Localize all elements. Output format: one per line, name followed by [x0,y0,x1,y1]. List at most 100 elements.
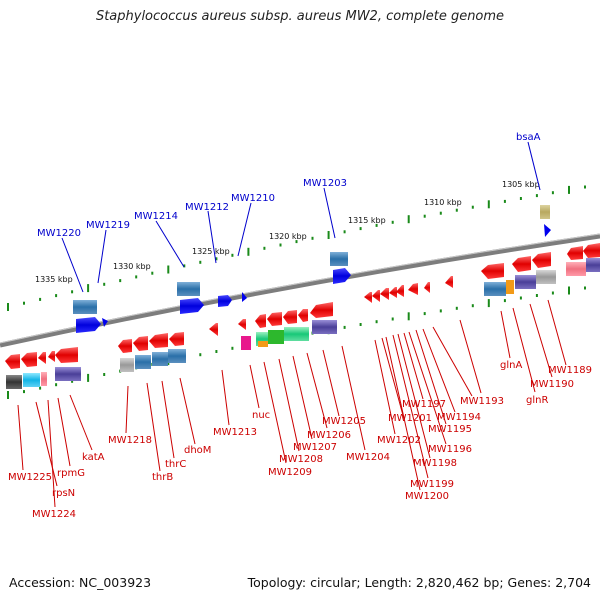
feature-box[interactable] [330,252,348,266]
reverse-gene-arrow[interactable] [298,309,308,322]
reverse-gene-arrow[interactable] [38,352,46,364]
leader-line [500,310,511,359]
reverse-gene-arrow[interactable] [512,256,531,272]
gene-label[interactable]: MW1193 [460,396,504,407]
reverse-gene-arrow[interactable] [169,332,184,346]
gene-label[interactable]: MW1205 [322,416,366,427]
gene-label[interactable]: MW1212 [185,202,229,213]
feature-box[interactable] [120,358,134,372]
feature-box[interactable] [168,349,186,363]
feature-box[interactable] [268,330,284,344]
gene-label[interactable]: MW1225 [8,472,52,483]
gene-label[interactable]: MW1206 [307,430,351,441]
gene-label[interactable]: MW1207 [293,442,337,453]
feature-box[interactable] [540,205,550,219]
reverse-gene-arrow[interactable] [424,282,430,293]
forward-gene-arrow[interactable] [76,317,101,333]
gene-label[interactable]: MW1204 [346,452,390,463]
forward-gene-arrow[interactable] [242,292,247,302]
gene-label[interactable]: MW1213 [213,427,257,438]
reverse-gene-arrow[interactable] [55,347,78,363]
feature-box[interactable] [152,352,168,366]
feature-box[interactable] [258,341,268,347]
gene-label[interactable]: MW1220 [37,228,81,239]
reverse-gene-arrow[interactable] [5,354,20,369]
gene-label[interactable]: rpsN [52,488,75,499]
feature-box[interactable] [177,282,200,296]
feature-box[interactable] [536,270,556,284]
reverse-gene-arrow[interactable] [380,288,389,300]
feature-box[interactable] [135,355,151,369]
feature-box[interactable] [41,372,47,386]
feature-box[interactable] [284,327,309,341]
gene-label[interactable]: glnR [526,395,548,406]
leader-line [125,385,129,434]
reverse-gene-arrow[interactable] [481,263,504,279]
forward-gene-arrow[interactable] [218,295,232,307]
feature-box[interactable] [312,320,337,334]
gene-label[interactable]: MW1224 [32,509,76,520]
feature-box[interactable] [506,280,514,294]
gene-label[interactable]: MW1197 [402,399,446,410]
gene-label[interactable]: thrC [165,459,186,470]
gene-label[interactable]: MW1209 [268,467,312,478]
feature-box[interactable] [6,375,22,389]
reverse-gene-arrow[interactable] [209,323,218,336]
reverse-gene-arrow[interactable] [255,314,266,328]
reverse-gene-arrow[interactable] [310,302,333,318]
reverse-gene-arrow[interactable] [283,310,297,324]
gene-label[interactable]: bsaA [516,132,541,143]
gene-label[interactable]: MW1218 [108,435,152,446]
reverse-gene-arrow[interactable] [567,246,583,260]
reverse-gene-arrow[interactable] [532,252,551,268]
reverse-gene-arrow[interactable] [364,292,372,303]
gene-label[interactable]: rpmG [57,468,85,479]
gene-label[interactable]: MW1201 [388,413,432,424]
gene-label[interactable]: katA [82,452,105,463]
gene-label[interactable]: thrB [152,472,173,483]
reverse-gene-arrow[interactable] [267,312,282,326]
reverse-gene-arrow[interactable] [21,352,37,367]
reverse-gene-arrow[interactable] [48,351,55,362]
gene-label[interactable]: MW1194 [437,412,481,423]
gene-label[interactable]: dhoM [184,445,211,456]
reverse-gene-arrow[interactable] [133,336,148,351]
forward-gene-arrow[interactable] [102,318,108,327]
gene-label[interactable]: MW1196 [428,444,472,455]
gene-label[interactable]: MW1200 [405,491,449,502]
feature-box[interactable] [241,336,251,350]
gene-label[interactable]: MW1198 [413,458,457,469]
reverse-gene-arrow[interactable] [238,319,246,330]
gene-label[interactable]: MW1210 [231,193,275,204]
reverse-gene-arrow[interactable] [149,333,168,348]
gene-label[interactable]: glnA [500,360,522,371]
reverse-gene-arrow[interactable] [583,243,600,258]
forward-gene-arrow[interactable] [333,268,351,284]
feature-box[interactable] [484,282,506,296]
reverse-gene-arrow[interactable] [372,290,380,302]
gene-label[interactable]: MW1203 [303,178,347,189]
reverse-gene-arrow[interactable] [118,339,132,353]
feature-box[interactable] [55,367,81,381]
gene-label[interactable]: nuc [252,410,270,421]
forward-gene-arrow[interactable] [180,298,204,314]
feature-box[interactable] [566,262,586,276]
feature-box[interactable] [515,275,536,289]
feature-box[interactable] [23,373,40,387]
forward-gene-arrow[interactable] [544,224,551,237]
gene-label[interactable]: MW1189 [548,365,592,376]
reverse-gene-arrow[interactable] [408,283,418,295]
reverse-gene-arrow[interactable] [445,276,453,288]
gene-label[interactable]: MW1214 [134,211,178,222]
gene-label[interactable]: MW1199 [410,479,454,490]
reverse-gene-arrow[interactable] [389,287,397,298]
feature-box[interactable] [73,300,97,314]
gene-label[interactable]: MW1190 [530,379,574,390]
gene-label[interactable]: MW1195 [428,424,472,435]
reverse-gene-arrow[interactable] [396,285,404,297]
gene-label[interactable]: MW1208 [279,454,323,465]
feature-box[interactable] [586,258,600,272]
leader-line [263,361,287,464]
gene-label[interactable]: MW1219 [86,220,130,231]
gene-label[interactable]: MW1202 [377,435,421,446]
